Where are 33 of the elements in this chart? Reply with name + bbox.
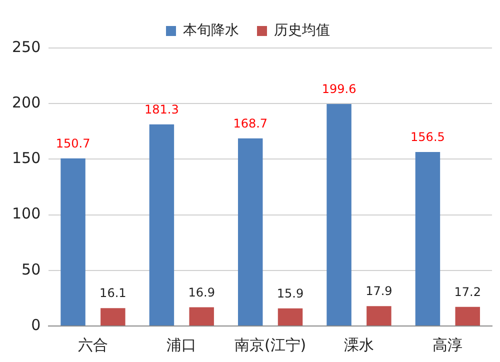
bar: [278, 308, 303, 326]
x-tick-label: 溧水: [344, 336, 374, 354]
bar: [60, 158, 86, 326]
x-tick-label: 浦口: [166, 336, 197, 354]
bar: [366, 306, 392, 326]
bar: [326, 104, 352, 326]
x-tick-label: 六合: [78, 336, 108, 354]
data-label: 168.7: [233, 116, 268, 131]
data-label: 199.6: [322, 82, 356, 96]
legend-label: 历史均值: [274, 22, 330, 39]
bar: [149, 124, 174, 326]
y-tick-label: 50: [22, 260, 41, 278]
data-label: 17.2: [454, 285, 481, 299]
bar: [189, 307, 214, 326]
data-label: 16.1: [100, 286, 126, 300]
y-tick-label: 250: [12, 38, 41, 56]
bar: [238, 138, 263, 326]
data-label: 150.7: [56, 136, 90, 151]
data-label: 15.9: [276, 286, 304, 300]
y-tick-label: 200: [12, 93, 41, 112]
x-tick-label: 高淳: [432, 336, 463, 354]
y-tick-label: 150: [12, 149, 41, 168]
data-label: 16.9: [188, 285, 215, 300]
data-label: 181.3: [144, 102, 179, 117]
data-label: 17.9: [366, 284, 392, 298]
data-label: 156.5: [410, 130, 445, 144]
bar: [415, 152, 440, 326]
legend-label: 本旬降水: [183, 22, 239, 39]
y-tick-label: 100: [12, 204, 41, 223]
bar: [100, 308, 126, 326]
x-tick-label: 南京(江宁): [234, 336, 306, 354]
bar: [455, 306, 480, 326]
y-tick-label: 0: [31, 316, 41, 334]
